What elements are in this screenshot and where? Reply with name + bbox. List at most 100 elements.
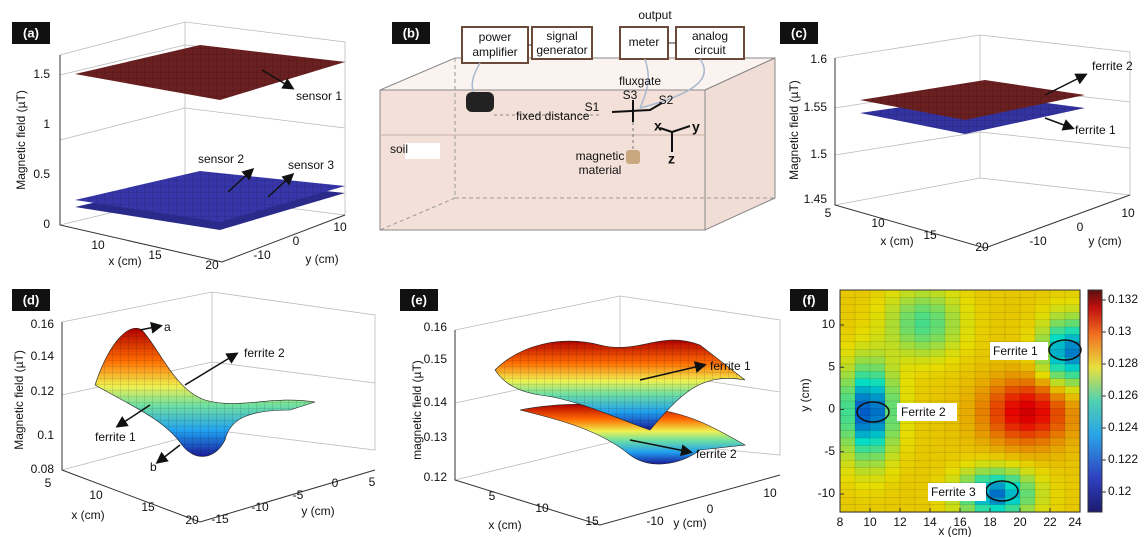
- heatmap-cell: [990, 386, 1006, 394]
- x-tick-label: 14: [923, 515, 937, 529]
- heatmap-cell: [855, 394, 871, 402]
- heatmap-cell: [945, 364, 961, 372]
- heatmap-cell: [960, 460, 976, 468]
- heatmap-cell: [1065, 290, 1081, 298]
- heatmap-cell: [945, 386, 961, 394]
- heatmap-cell: [1065, 401, 1081, 409]
- heatmap-cell: [885, 438, 901, 446]
- heatmap-cell: [1050, 423, 1066, 431]
- heatmap-cell: [840, 357, 856, 365]
- heatmap-cell: [870, 408, 886, 416]
- annotation: ferrite 1: [95, 430, 136, 444]
- heatmap-cell: [885, 349, 901, 357]
- heatmap-cell: [930, 334, 946, 342]
- heatmap-cell: [930, 505, 946, 513]
- heatmap-cell: [945, 475, 961, 483]
- heatmap-cell: [1050, 386, 1066, 394]
- heatmap-cell: [1005, 305, 1021, 313]
- heatmap-cell: [1065, 490, 1081, 498]
- heatmap-cell: [840, 423, 856, 431]
- heatmap-cell: [1005, 505, 1021, 513]
- heatmap-cell: [990, 401, 1006, 409]
- heatmap-cell: [1035, 431, 1051, 439]
- heatmap-cell: [960, 379, 976, 387]
- heatmap-cell: [990, 468, 1006, 476]
- heatmap-cell: [915, 394, 931, 402]
- diagram-text: S3: [623, 88, 638, 102]
- y-tick-label: -10: [1029, 234, 1047, 248]
- heatmap-cell: [990, 445, 1006, 453]
- x-tick-label: 5: [825, 206, 832, 220]
- device-label: meter: [629, 35, 660, 49]
- heatmap-cell: [1065, 386, 1081, 394]
- heatmap-cell: [1050, 371, 1066, 379]
- z-tick-label: 0.5: [33, 167, 50, 181]
- heatmap-cell: [975, 379, 991, 387]
- heatmap-cell: [945, 334, 961, 342]
- heatmap-cell: [1005, 320, 1021, 328]
- heatmap-cell: [930, 394, 946, 402]
- annotation: sensor 2: [198, 152, 244, 166]
- heatmap-cell: [1065, 431, 1081, 439]
- heatmap-cell: [900, 371, 916, 379]
- heatmap-cell: [900, 297, 916, 305]
- heatmap-cell: [900, 490, 916, 498]
- device-label: analog: [692, 29, 728, 43]
- heatmap-cell: [975, 394, 991, 402]
- heatmap-cell: [1020, 408, 1036, 416]
- annotation: a: [164, 320, 171, 334]
- heatmap-cell: [915, 431, 931, 439]
- heatmap-cell: [1065, 342, 1081, 350]
- heatmap-cell: [930, 312, 946, 320]
- annotation: b: [150, 460, 157, 474]
- y-axis-label: y (cm): [673, 516, 706, 530]
- heatmap-cell: [870, 460, 886, 468]
- heatmap-cell: [870, 297, 886, 305]
- heatmap-cell: [975, 342, 991, 350]
- x-tick-label: 5: [489, 489, 496, 503]
- heatmap-cell: [1035, 482, 1051, 490]
- heatmap-cell: [885, 312, 901, 320]
- heatmap-cell: [1035, 468, 1051, 476]
- heatmap-cell: [1050, 438, 1066, 446]
- heatmap-cell: [900, 482, 916, 490]
- annotation-arrow: [1045, 118, 1072, 128]
- x-tick-label: 20: [975, 240, 989, 254]
- heatmap-cell: [1065, 482, 1081, 490]
- annotation: ferrite 2: [244, 346, 285, 360]
- heatmap-cell: [990, 408, 1006, 416]
- heatmap-cell: [1050, 445, 1066, 453]
- z-tick-label: 0.15: [424, 352, 448, 366]
- y-tick-label: -15: [211, 512, 229, 526]
- heatmap-cell: [960, 394, 976, 402]
- heatmap-cell: [1005, 468, 1021, 476]
- heatmap-cell: [990, 290, 1006, 298]
- x-tick-label: 10: [863, 515, 877, 529]
- panel-b: (b) power amplifier signal generator met…: [380, 8, 775, 230]
- panel-a: (a) 0 0.5 1 1.5 Magnetic field (µT) 10 1…: [12, 22, 347, 272]
- heatmap-cell: [870, 305, 886, 313]
- heatmap-cell: [930, 431, 946, 439]
- heatmap-cell: [885, 460, 901, 468]
- heatmap-cell: [900, 320, 916, 328]
- heatmap-cell: [945, 327, 961, 335]
- panel-label: (d): [23, 292, 40, 307]
- heatmap-cell: [990, 453, 1006, 461]
- heatmap-cell: [960, 438, 976, 446]
- heatmap-cell: [870, 371, 886, 379]
- x-tick-label: 12: [893, 515, 907, 529]
- heatmap-cell: [975, 320, 991, 328]
- heatmap-cell: [840, 453, 856, 461]
- heatmap-cell: [975, 364, 991, 372]
- heatmap-cell: [1020, 431, 1036, 439]
- heatmap-cell: [960, 320, 976, 328]
- y-tick-label: 0: [828, 402, 835, 416]
- heatmap-cell: [885, 497, 901, 505]
- heatmap-cell: [915, 364, 931, 372]
- heatmap-cell: [1020, 423, 1036, 431]
- heatmap-cell: [900, 379, 916, 387]
- heatmap-cell: [960, 445, 976, 453]
- diagram-text: magnetic: [576, 149, 625, 163]
- heatmap-cell: [840, 349, 856, 357]
- heatmap-cell: [960, 416, 976, 424]
